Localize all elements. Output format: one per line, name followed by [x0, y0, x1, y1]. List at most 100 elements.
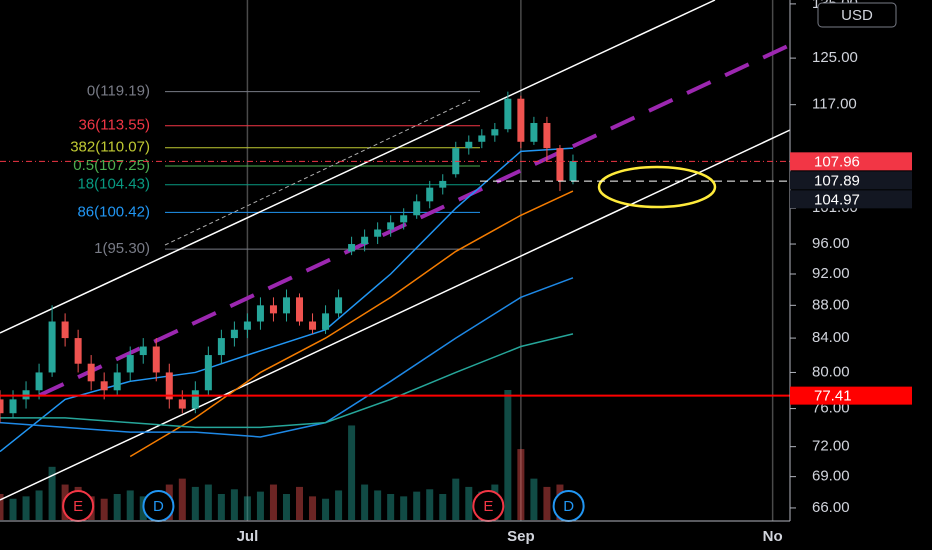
volume-bar [0, 494, 4, 520]
volume-bar [504, 390, 512, 520]
event-label: D [563, 498, 574, 515]
candle-body [478, 135, 486, 142]
candle-body [269, 305, 277, 314]
fib-label: 382(110.07) [70, 139, 150, 156]
drawings [0, 0, 791, 501]
moving-average [0, 147, 574, 453]
event-label: D [153, 498, 164, 515]
candle-body [139, 346, 147, 356]
event-label: E [483, 498, 493, 515]
volume-bar [309, 496, 317, 520]
volume-bar [465, 486, 473, 520]
grid [246, 0, 774, 521]
candle-body [361, 236, 369, 245]
candle-body [556, 148, 564, 181]
volume-bar [22, 496, 30, 520]
candle-body [282, 297, 290, 314]
candle-body [465, 141, 473, 149]
channel-upper [0, 0, 716, 334]
volume-bar [543, 486, 551, 520]
volume-bar [530, 478, 538, 520]
candle-body [543, 122, 551, 149]
candle-body [322, 313, 330, 330]
candle-body [0, 399, 4, 414]
volume-bar [113, 494, 121, 520]
ma-layer [0, 147, 574, 458]
candle-body [48, 321, 56, 373]
volume-bar [361, 484, 369, 520]
fib-label: 0.5(107.25) [73, 157, 150, 174]
volume-bar [282, 494, 290, 520]
moving-average [129, 190, 574, 458]
volume-bar [387, 494, 395, 520]
candle-body [439, 180, 447, 188]
event-label: E [73, 498, 83, 515]
candle-body [126, 355, 134, 373]
y-tick-label: 69.00 [812, 468, 850, 485]
channel-mid [39, 43, 791, 397]
candle-body [113, 372, 121, 391]
candle-body [400, 215, 408, 223]
tag-lines [0, 160, 790, 397]
volume-bar [335, 490, 343, 520]
volume-bar [256, 491, 264, 520]
candle-body [178, 399, 186, 409]
x-tick-label: Sep [507, 528, 535, 545]
axis-layer: 135.00125.00117.00101.0096.0092.0088.008… [237, 0, 912, 545]
fib-label: 18(104.43) [77, 176, 150, 193]
y-tick-label: 117.00 [812, 96, 857, 113]
candle-body [217, 338, 225, 356]
volume-bar [413, 491, 421, 520]
candle-body [61, 321, 69, 339]
candle-body [152, 346, 160, 373]
y-tick-label: 72.00 [812, 438, 850, 455]
x-tick-label: No [763, 528, 783, 545]
candle-body [256, 305, 264, 322]
volume-bar [400, 496, 408, 520]
volume-bar [204, 484, 212, 520]
volume-bar [322, 498, 330, 520]
volume-bar [269, 484, 277, 520]
candle-body [35, 372, 43, 391]
candle-body [426, 187, 434, 202]
volume-bar [191, 486, 199, 520]
candle-body [387, 222, 395, 230]
volume-bar [48, 466, 56, 520]
moving-average [0, 333, 574, 429]
currency-box[interactable] [817, 2, 897, 28]
volume-bar [374, 490, 382, 520]
candle-body [100, 381, 108, 391]
volume-bar [243, 496, 251, 520]
candle-body [296, 297, 304, 322]
price-tag-label: 107.96 [814, 153, 860, 170]
channel-lower [0, 129, 791, 501]
volume-bar [439, 494, 447, 520]
candle-body [413, 201, 421, 216]
volume-bar [348, 425, 356, 520]
fib-label: 0(119.19) [87, 83, 150, 100]
candle-body [530, 122, 538, 142]
candle-body [191, 390, 199, 409]
candle-body [243, 321, 251, 330]
candle-body [9, 399, 17, 414]
volume-bar [296, 486, 304, 520]
price-tag [790, 171, 912, 190]
volume-bar [517, 449, 525, 520]
candle-body [348, 244, 356, 252]
volume-bar [100, 498, 108, 520]
candle-body [204, 355, 212, 391]
x-tick-label: Jul [237, 528, 259, 545]
y-tick-label: 92.00 [812, 265, 850, 282]
y-tick-label: 84.00 [812, 329, 850, 346]
volume-bar [9, 498, 17, 520]
candle-body [165, 372, 173, 400]
candle-body [504, 98, 512, 130]
y-tick-label: 88.00 [812, 296, 850, 313]
candle-body [491, 129, 499, 136]
candle-body [87, 363, 95, 382]
volume-bar [126, 490, 134, 520]
candle-body [374, 229, 382, 237]
